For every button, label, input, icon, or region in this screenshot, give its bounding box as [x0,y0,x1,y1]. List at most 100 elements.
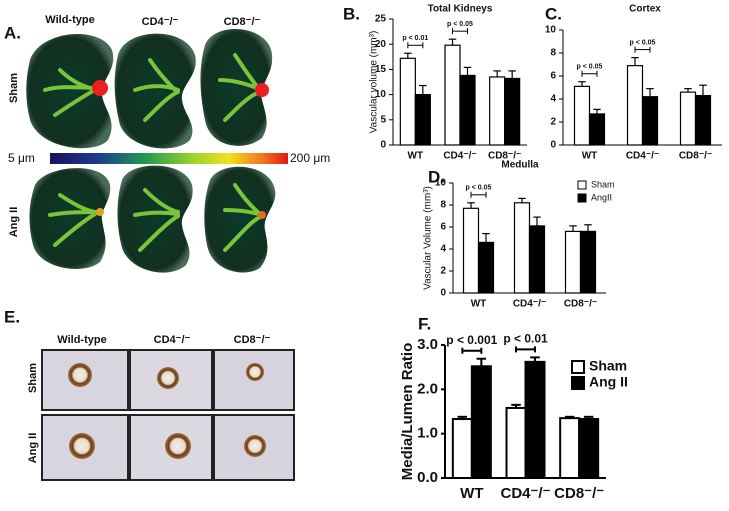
scale-label: 200 μm [290,151,330,165]
bar [459,74,476,146]
bar [588,113,606,146]
panel-label: E. [4,307,20,326]
chart-title: Cortex [629,4,661,15]
kidney-images [26,28,276,273]
histology-images [41,349,295,481]
legend-swatch [571,376,585,390]
x-tick-label: WT [471,299,487,310]
x-tick-label: WT [408,151,424,162]
y-axis-label: Media/Lumen Ratio [399,343,416,481]
panel-label: D. [428,167,445,186]
row-label: Sham [27,363,39,393]
bar [579,230,597,294]
row-label: Ang II [8,207,20,238]
bar [564,230,582,294]
x-tick-label: CD8⁻/⁻ [679,151,712,162]
scale-label: 5 μm [8,151,35,165]
y-tick-label: 1.0 [417,425,438,442]
bar [462,207,480,294]
legend-swatch [577,180,587,190]
bar [414,93,431,146]
x-tick-label: CD4⁻/⁻ [443,151,476,162]
legend-label: Ang II [589,374,628,390]
y-tick-label: 0 [380,140,386,151]
legend-label: Sham [589,358,627,374]
bar [505,406,527,480]
column-label: CD4⁻/⁻ [142,16,179,28]
y-tick-label: 5 [380,114,386,125]
y-tick-label: 15 [375,64,387,75]
panel-label: A. [4,23,21,42]
bar [578,418,600,479]
row-label: Ang II [27,433,39,464]
panel-label: F. [418,314,431,333]
bar [524,360,546,480]
bar [528,225,546,294]
x-tick-label: CD8⁻/⁻ [564,299,597,310]
annotation: p < 0.05 [577,64,603,71]
legend-swatch [577,193,587,203]
bar [559,417,581,479]
x-tick-label: CD8⁻/⁻ [554,485,604,502]
x-tick-label: WT [460,485,483,502]
column-label: CD4⁻/⁻ [154,334,191,346]
legend-label: AngII [591,192,612,202]
y-tick-label: 10 [545,25,557,36]
y-axis-label: Vascular volume (mm³) [369,31,380,134]
y-tick-label: 0.0 [417,469,438,486]
bar [451,418,473,479]
y-tick-label: 0 [550,140,556,151]
y-tick-label: 2.0 [417,380,438,397]
annotation: p < 0.01 [503,332,548,346]
annotation: p < 0.001 [446,333,497,347]
annotation: p < 0.01 [402,35,428,42]
x-tick-label: CD8⁻/⁻ [488,151,521,162]
bar [694,94,712,146]
x-tick-label: CD4⁻/⁻ [626,151,659,162]
y-tick-label: 2 [550,117,556,128]
legend-label: Sham [591,179,615,189]
annotation: p < 0.05 [447,21,473,28]
legend-swatch [571,360,585,374]
column-label: Wild-type [57,334,106,346]
x-tick-label: WT [582,151,598,162]
y-tick-label: 8 [550,48,556,59]
bar [513,202,531,294]
y-tick-label: 0 [440,288,446,299]
chart-title: Total Kidneys [428,4,493,15]
column-label: Wild-type [45,14,94,26]
color-bar [50,153,288,164]
y-tick-label: 6 [550,71,556,82]
y-tick-label: 20 [375,39,387,50]
y-tick-label: 4 [550,94,556,105]
bar [399,57,416,146]
annotation: p < 0.05 [466,185,492,192]
y-tick-label: 10 [435,178,447,189]
column-label: CD8⁻/⁻ [234,334,271,346]
bar [444,44,461,146]
row-label: Sham [8,73,20,103]
column-label: CD8⁻/⁻ [224,16,261,28]
chart-title: Medulla [501,160,539,171]
y-tick-label: 8 [440,200,446,211]
bar [626,65,644,146]
y-axis-label: Vascular Volume (mm³) [423,186,434,290]
panel-label: B. [343,4,360,23]
y-tick-label: 10 [375,89,387,100]
y-tick-label: 2 [440,266,446,277]
y-tick-label: 3.0 [417,336,438,353]
x-tick-label: CD4⁻/⁻ [513,299,546,310]
bar [477,241,495,294]
bar [573,85,591,146]
annotation: p < 0.05 [630,39,656,46]
bar [489,76,506,146]
panel-label: C. [545,4,562,23]
bar [641,96,659,146]
y-tick-label: 6 [440,222,446,233]
bar [504,77,521,146]
y-tick-label: 4 [440,244,446,255]
y-tick-label: 25 [375,14,387,25]
bar [679,91,697,146]
bar [470,365,492,479]
